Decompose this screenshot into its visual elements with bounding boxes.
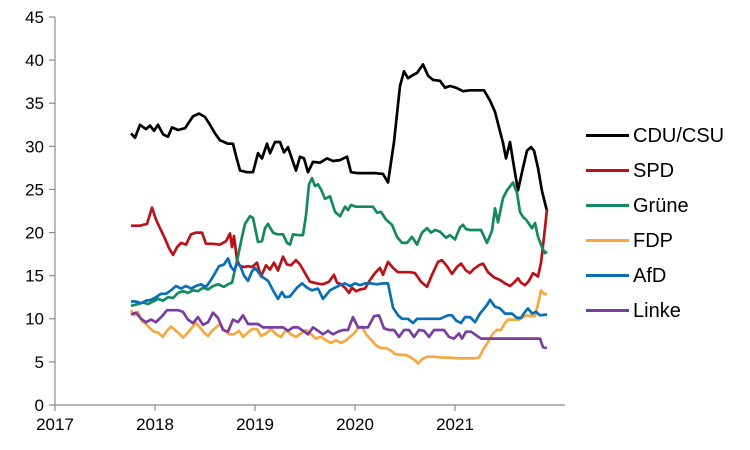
y-tick-label: 25: [25, 180, 44, 199]
legend-label-afd: AfD: [633, 264, 667, 287]
legend-item-grüne: Grüne: [586, 188, 724, 223]
chart-legend: CDU/CSU SPD Grüne FDP AfD Linke: [586, 118, 724, 328]
legend-item-spd: SPD: [586, 153, 724, 188]
series-line-grüne: [130, 176, 548, 308]
legend-label-linke: Linke: [633, 299, 681, 322]
y-tick-label: 20: [25, 224, 44, 243]
legend-swatch-afd: [586, 274, 629, 277]
legend-item-linke: Linke: [586, 293, 724, 328]
legend-label-fdp: FDP: [633, 229, 673, 252]
legend-item-cdu-csu: CDU/CSU: [586, 118, 724, 153]
series-line-afd: [131, 257, 548, 325]
y-tick-label: 40: [25, 51, 44, 70]
legend-swatch-cdu-csu: [586, 134, 629, 137]
x-tick-label: 2017: [36, 415, 74, 434]
legend-label-grüne: Grüne: [633, 194, 689, 217]
y-tick-label: 15: [25, 267, 44, 286]
x-tick-label: 2021: [436, 415, 474, 434]
legend-label-cdu-csu: CDU/CSU: [633, 124, 725, 147]
y-tick-label: 10: [25, 310, 44, 329]
legend-label-spd: SPD: [633, 159, 675, 182]
series-line-linke: [130, 308, 548, 350]
y-tick-label: 30: [25, 137, 44, 156]
y-tick-label: 35: [25, 94, 44, 113]
series-line-fdp: [129, 288, 548, 365]
y-tick-label: 5: [35, 353, 44, 372]
legend-swatch-grüne: [586, 204, 629, 207]
legend-swatch-linke: [586, 309, 629, 312]
x-tick-label: 2018: [136, 415, 174, 434]
y-tick-label: 45: [25, 8, 44, 27]
x-tick-label: 2020: [336, 415, 374, 434]
legend-swatch-spd: [586, 169, 629, 172]
legend-item-fdp: FDP: [586, 223, 724, 258]
series-line-cdu-csu: [130, 63, 549, 212]
x-tick-label: 2019: [236, 415, 274, 434]
legend-swatch-fdp: [586, 239, 629, 242]
legend-item-afd: AfD: [586, 258, 724, 293]
y-tick-label: 0: [35, 396, 44, 415]
series-line-spd: [131, 206, 549, 295]
